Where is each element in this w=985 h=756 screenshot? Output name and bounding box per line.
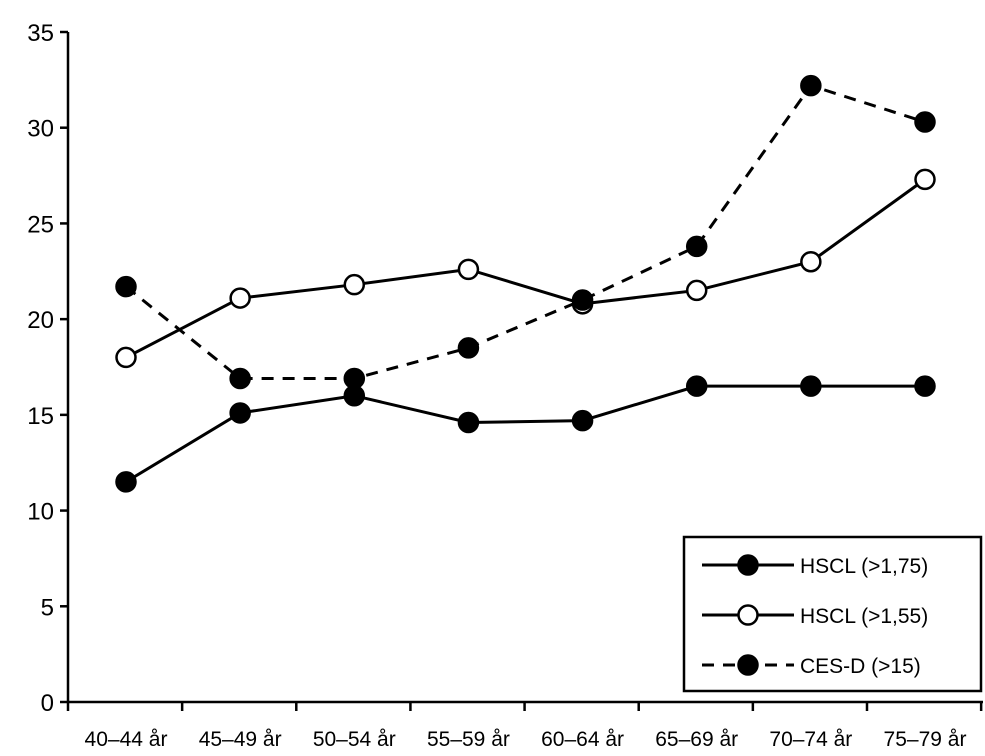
y-tick-label: 25 bbox=[27, 211, 54, 238]
series-1 bbox=[115, 375, 936, 493]
x-tick-label: 75–79 år bbox=[884, 728, 967, 751]
legend-marker bbox=[737, 554, 759, 576]
legend-entry: HSCL (>1,55) bbox=[702, 604, 928, 628]
y-tick-label: 10 bbox=[27, 499, 54, 526]
legend-marker bbox=[737, 604, 759, 626]
data-point bbox=[685, 235, 708, 258]
data-point bbox=[914, 111, 936, 133]
series-line bbox=[125, 83, 926, 380]
data-point bbox=[229, 367, 251, 390]
legend-label: CES-D (>15) bbox=[800, 655, 921, 678]
x-tick-label: 65–69 år bbox=[655, 728, 738, 751]
data-point bbox=[229, 402, 251, 424]
series-group bbox=[115, 74, 936, 493]
x-tick-label: 55–59 år bbox=[427, 728, 510, 751]
data-point bbox=[115, 471, 137, 493]
data-point bbox=[685, 279, 708, 302]
x-tick-label: 45–49 år bbox=[199, 728, 282, 751]
series-3 bbox=[115, 74, 936, 390]
y-tick-label: 35 bbox=[27, 20, 54, 47]
y-tick-label: 0 bbox=[41, 690, 54, 717]
series-2 bbox=[115, 168, 936, 369]
data-point bbox=[571, 409, 594, 432]
series-line bbox=[125, 384, 925, 484]
y-tick-label: 15 bbox=[27, 403, 54, 430]
y-tick-label: 30 bbox=[27, 116, 54, 143]
data-point bbox=[685, 375, 708, 397]
data-point bbox=[457, 337, 480, 359]
x-tick-label: 50–54 år bbox=[313, 728, 396, 751]
x-tick-label: 60–64 år bbox=[541, 728, 624, 751]
y-tick-label: 20 bbox=[27, 307, 54, 334]
legend: HSCL (>1,75) HSCL (>1,55) CES-D (>15) bbox=[682, 535, 983, 693]
data-point bbox=[343, 273, 366, 296]
legend-entry: CES-D (>15) bbox=[702, 654, 921, 678]
data-point bbox=[115, 275, 137, 298]
data-point bbox=[914, 375, 936, 397]
data-point bbox=[457, 258, 480, 281]
x-tick-label: 70–74 år bbox=[769, 728, 852, 751]
data-point bbox=[115, 346, 137, 369]
series-line bbox=[125, 178, 926, 359]
legend-entry: HSCL (>1,75) bbox=[702, 554, 928, 578]
x-tick-label: 40–44 år bbox=[85, 728, 168, 751]
legend-label: HSCL (>1,75) bbox=[800, 555, 928, 578]
data-point bbox=[229, 287, 251, 309]
data-point bbox=[571, 289, 594, 311]
axes: 0 5 10 15 20 25 30 35 40–44 år 45–49 år 50–54 år 55… bbox=[27, 20, 983, 751]
legend-label: HSCL (>1,55) bbox=[800, 605, 928, 628]
data-point bbox=[800, 375, 822, 397]
data-point bbox=[800, 74, 822, 97]
data-point bbox=[800, 250, 822, 273]
y-tick-label: 5 bbox=[41, 594, 54, 621]
data-point bbox=[457, 411, 480, 434]
data-point bbox=[914, 168, 936, 191]
legend-marker bbox=[737, 654, 759, 676]
data-point bbox=[343, 367, 366, 390]
